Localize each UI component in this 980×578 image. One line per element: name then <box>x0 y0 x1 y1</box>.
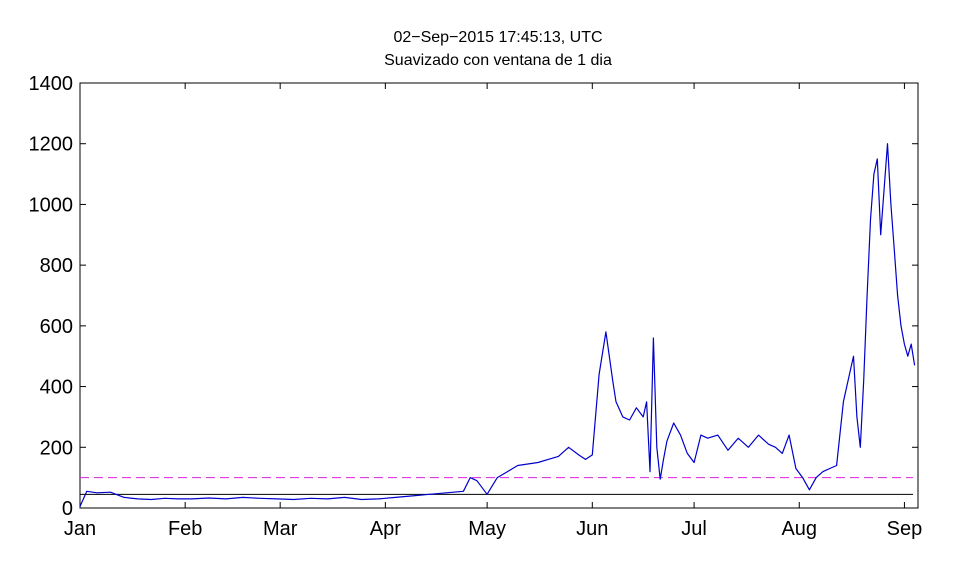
x-tick-label: Jan <box>64 518 96 540</box>
y-tick-label: 200 <box>40 437 73 459</box>
y-tick-label: 800 <box>40 255 73 277</box>
y-tick-label: 400 <box>40 377 73 399</box>
x-tick-label: Aug <box>781 518 817 540</box>
x-tick-label: Jul <box>681 518 707 540</box>
x-tick-label: May <box>468 518 506 540</box>
chart-title: 02−Sep−2015 17:45:13, UTC <box>393 29 602 46</box>
y-tick-label: 1000 <box>29 194 74 216</box>
plot-area: 0 200 400 600 800 1000 1200 1400 Jan Feb Mar Apr May… <box>29 73 923 540</box>
x-tick-label: Apr <box>370 518 401 540</box>
x-tick-label: Jun <box>576 518 608 540</box>
y-tick-label: 1200 <box>29 134 74 156</box>
chart-subtitle: Suavizado con ventana de 1 dia <box>384 52 612 69</box>
axes-box <box>79 82 919 509</box>
y-tick-label: 0 <box>62 498 73 520</box>
x-tick-label: Sep <box>887 518 923 540</box>
y-tick-label: 1400 <box>29 73 74 95</box>
y-tick-label: 600 <box>40 316 73 338</box>
x-tick-label: Mar <box>263 518 298 540</box>
x-tick-label: Feb <box>168 518 202 540</box>
series-line <box>79 143 916 507</box>
